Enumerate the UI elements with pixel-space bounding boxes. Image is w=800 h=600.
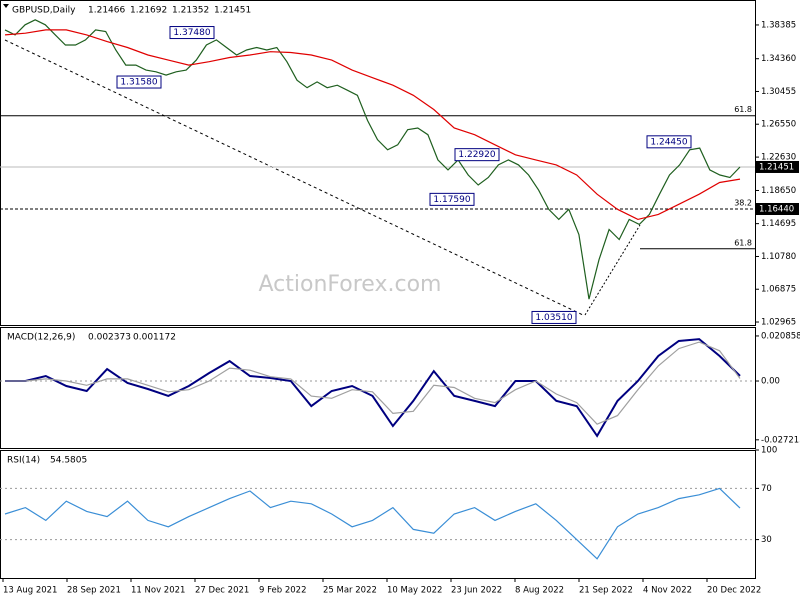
x-tick-label: 10 May 2022 bbox=[387, 586, 442, 596]
price-marker-label: 1.21451 bbox=[759, 162, 794, 172]
y-tick-label: 1.26550 bbox=[761, 120, 796, 130]
reading: 1.21451 bbox=[214, 6, 251, 16]
y-tick-label: 1.22630 bbox=[761, 153, 796, 163]
trendline bbox=[4, 39, 584, 316]
annotation-box bbox=[531, 310, 577, 324]
annotation-box bbox=[646, 135, 692, 149]
y-tick-label: 1.34360 bbox=[761, 54, 796, 64]
reading: 0.002373 bbox=[88, 333, 131, 343]
y-tick-label: 1.10780 bbox=[761, 252, 796, 262]
price-marker-label: 1.16440 bbox=[759, 205, 794, 215]
x-tick-label: 9 Feb 2022 bbox=[259, 586, 307, 596]
level-label: 61.8 bbox=[734, 105, 752, 114]
y-tick-label: 1.06875 bbox=[761, 285, 796, 295]
macd-title: MACD(12,26,9) bbox=[7, 333, 75, 343]
y-tick-label: 1.14695 bbox=[761, 219, 796, 229]
symbol: GBPUSD,Daily bbox=[12, 6, 76, 16]
reading: 1.21466 bbox=[88, 6, 125, 16]
reading: 0.001172 bbox=[133, 333, 176, 343]
reading: 1.21692 bbox=[130, 6, 167, 16]
reading: 54.5805 bbox=[50, 456, 87, 466]
annotation-label: 1.17590 bbox=[433, 195, 470, 205]
series-line bbox=[4, 29, 741, 221]
main-panel bbox=[0, 0, 756, 326]
y-tick-label: 0.00 bbox=[761, 377, 780, 387]
x-tick-label: 4 Nov 2022 bbox=[643, 586, 692, 596]
annotation-box bbox=[429, 192, 475, 206]
y-tick-label: 1.02965 bbox=[761, 318, 796, 328]
y-tick-label: 30 bbox=[761, 535, 772, 545]
x-tick-label: 28 Sep 2021 bbox=[67, 586, 121, 596]
x-tick-label: 21 Sep 2022 bbox=[579, 586, 633, 596]
annotation-label: 1.03510 bbox=[535, 313, 572, 323]
series-line bbox=[5, 338, 741, 438]
y-tick-label: 0.020858 bbox=[761, 331, 800, 341]
x-tick-label: 25 Mar 2022 bbox=[323, 586, 377, 596]
annotation-box bbox=[116, 75, 162, 89]
y-tick-label: 1.18650 bbox=[761, 186, 796, 196]
price-marker bbox=[756, 203, 799, 216]
price-marker bbox=[756, 160, 799, 173]
macd-panel bbox=[0, 327, 756, 449]
rsi-panel bbox=[0, 450, 756, 579]
y-tick-label: 70 bbox=[761, 484, 772, 494]
y-tick-label: -0.027213 bbox=[761, 435, 800, 445]
annotation-label: 1.37480 bbox=[173, 28, 210, 38]
annotation-label: 1.22920 bbox=[458, 150, 495, 160]
y-tick-label: 1.30455 bbox=[761, 87, 796, 97]
annotation-label: 1.24450 bbox=[650, 137, 687, 147]
reading: 1.21352 bbox=[172, 6, 209, 16]
level-label: 38.2 bbox=[734, 199, 752, 208]
rsi-title: RSI(14) bbox=[7, 456, 40, 466]
y-tick-label: 100 bbox=[761, 446, 777, 456]
x-tick-label: 20 Dec 2022 bbox=[707, 586, 761, 596]
annotation-box bbox=[169, 26, 215, 40]
series-line bbox=[5, 341, 741, 425]
x-tick-label: 8 Aug 2022 bbox=[515, 586, 564, 596]
x-tick-label: 27 Dec 2021 bbox=[195, 586, 249, 596]
menu-icon[interactable] bbox=[3, 4, 9, 8]
x-tick-label: 23 Jun 2022 bbox=[451, 586, 502, 596]
trendline bbox=[584, 224, 641, 316]
annotation-label: 1.31580 bbox=[120, 78, 157, 88]
x-tick-label: 11 Nov 2021 bbox=[131, 586, 185, 596]
x-tick-label: 13 Aug 2021 bbox=[3, 586, 57, 596]
level-label: 61.8 bbox=[734, 238, 752, 247]
y-tick-label: 1.38385 bbox=[761, 20, 796, 30]
series-line bbox=[4, 487, 741, 560]
series-line bbox=[4, 19, 741, 300]
watermark: ActionForex.com bbox=[259, 272, 442, 297]
annotation-box bbox=[454, 148, 500, 162]
